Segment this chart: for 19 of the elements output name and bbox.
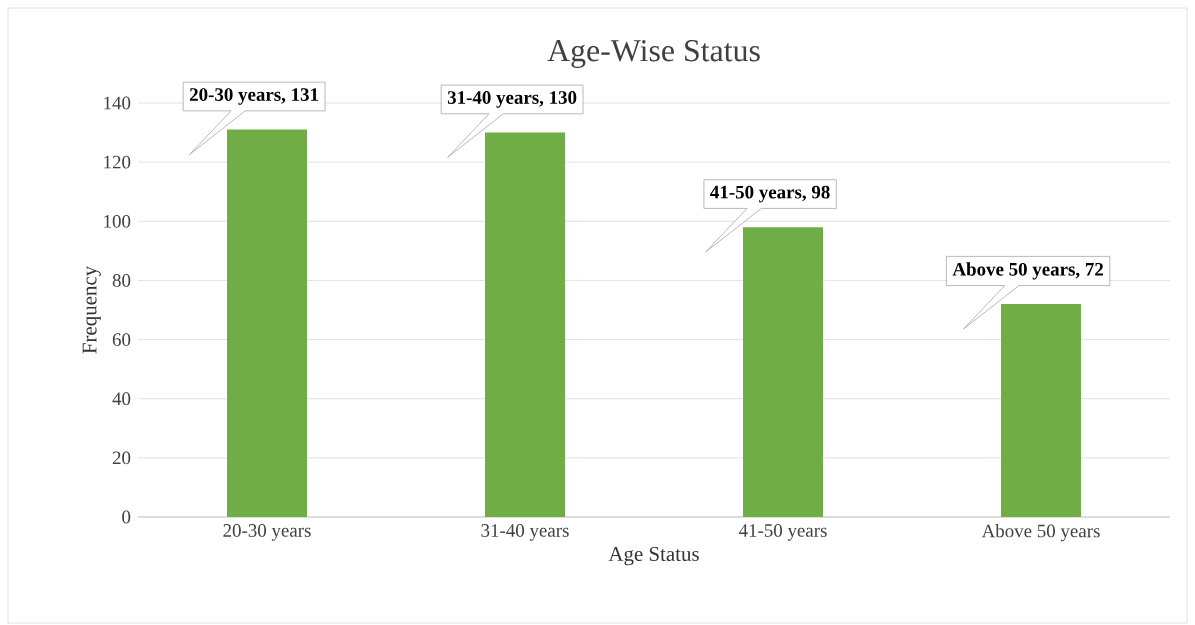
x-tick-label: 41-50 years xyxy=(738,524,827,541)
y-tick-label: 60 xyxy=(112,333,131,346)
y-tick-label: 80 xyxy=(112,274,131,287)
data-label: 31-40 years, 130 xyxy=(447,91,577,108)
x-tick-label: Above 50 years xyxy=(981,524,1100,542)
x-axis-title: Age Status xyxy=(608,546,699,566)
x-tick-label: 31-40 years xyxy=(481,524,569,541)
data-label: 20-30 years, 131 xyxy=(189,88,319,105)
y-axis-title: Frequency xyxy=(82,265,101,354)
x-tick-label: 20-30 years xyxy=(223,524,311,541)
y-tick-label: 120 xyxy=(104,155,131,169)
y-tick-label: 20 xyxy=(112,451,131,465)
data-label: Above 50 years, 72 xyxy=(952,262,1103,280)
y-tick-label: 0 xyxy=(122,510,131,524)
y-tick-label: 140 xyxy=(104,96,131,110)
y-tick-label: 40 xyxy=(112,392,131,406)
chart-title: Age-Wise Status xyxy=(547,40,760,68)
data-label: 41-50 years, 98 xyxy=(710,185,830,203)
y-tick-label: 100 xyxy=(104,214,131,228)
